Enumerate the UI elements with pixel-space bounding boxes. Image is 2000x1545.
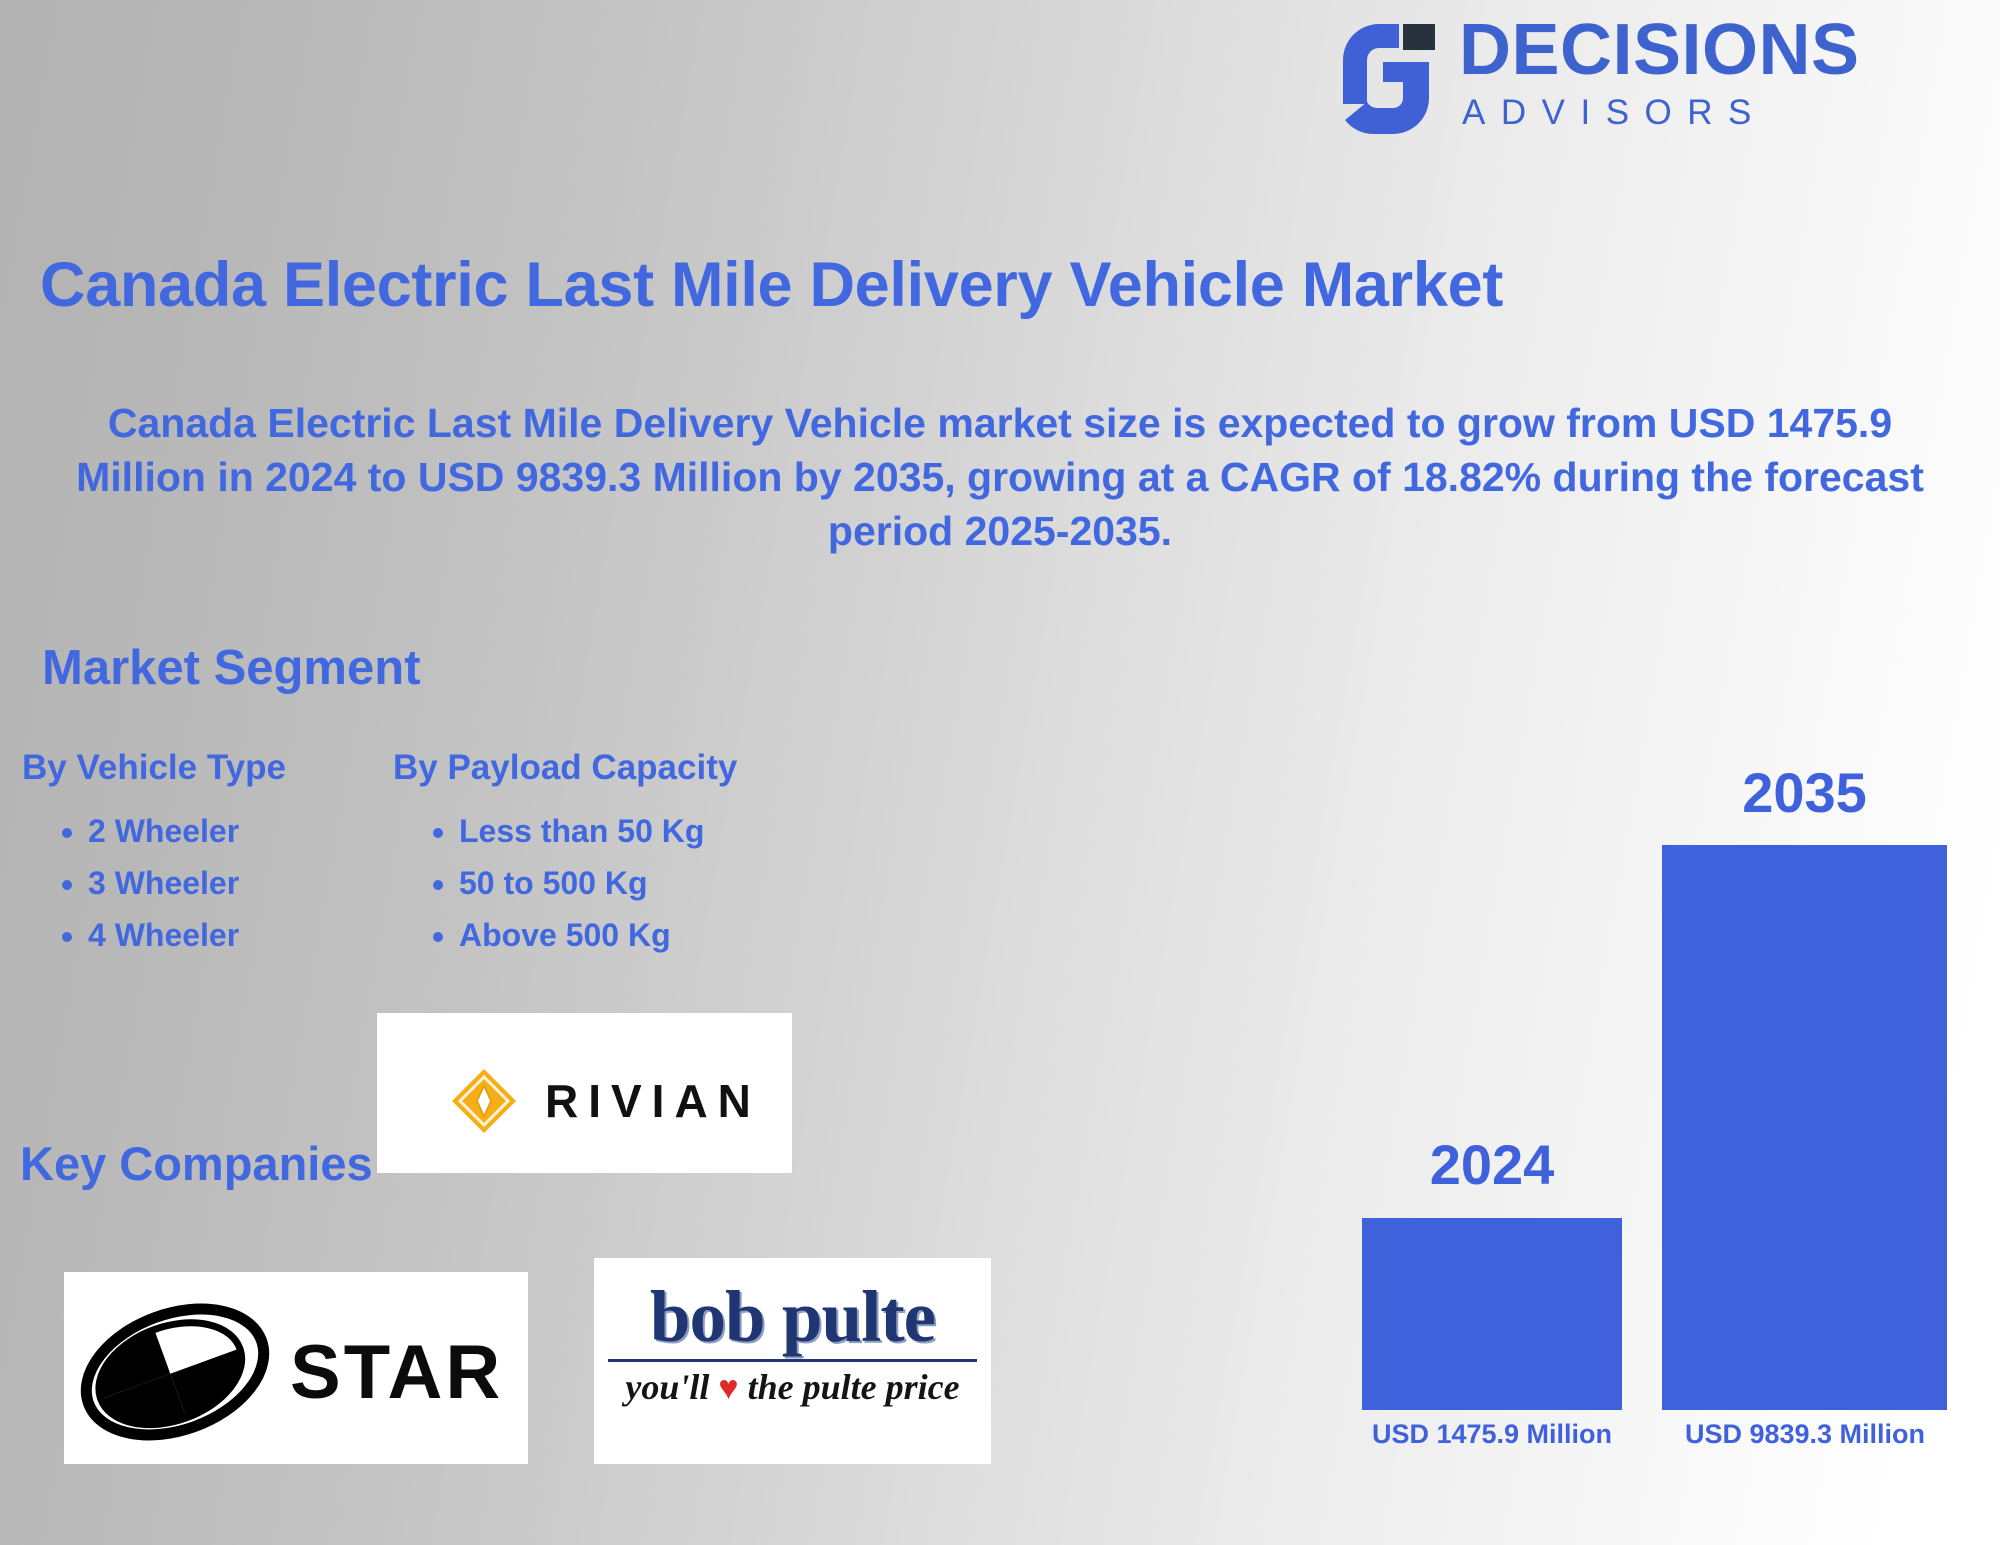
list-item: Less than 50 Kg [459, 810, 737, 853]
tagline-suffix: the pulte price [747, 1367, 960, 1407]
bar-2024 [1362, 1218, 1622, 1410]
bar-value-label-2035: USD 9839.3 Million [1684, 1419, 1926, 1449]
market-summary-text: Canada Electric Last Mile Delivery Vehic… [76, 400, 1924, 555]
bar-year-label-2035: 2035 [1742, 761, 1867, 824]
rivian-wordmark: RIVIAN [545, 1075, 761, 1127]
bar-year-label-2024: 2024 [1429, 1133, 1555, 1196]
market-segment-heading: Market Segment [42, 641, 421, 695]
rivian-diamond-icon [451, 1068, 517, 1134]
segment-heading: By Payload Capacity [393, 748, 738, 787]
bar-value-label-2024: USD 1475.9 Million [1371, 1419, 1613, 1449]
brand-wordmark: DECISIONS ADVISORS [1459, 14, 1860, 130]
brand-logo: DECISIONS ADVISORS [1333, 14, 1860, 138]
key-companies-heading: Key Companies [20, 1137, 373, 1190]
company-logo-bob-pulte: bob pulte you'll ♥ the pulte price [594, 1258, 991, 1464]
list-item: 3 Wheeler [88, 862, 286, 905]
divider [608, 1359, 977, 1362]
heart-icon: ♥ [718, 1370, 739, 1407]
bob-pulte-wordmark: bob pulte [649, 1276, 936, 1357]
star-ellipse-icon [78, 1300, 272, 1444]
star-wordmark: STAR [290, 1329, 504, 1415]
decisions-advisors-logomark [1333, 20, 1437, 138]
segment-list: 2 Wheeler 3 Wheeler 4 Wheeler [22, 810, 286, 958]
list-item: 4 Wheeler [88, 914, 286, 957]
brand-name: DECISIONS [1459, 10, 1860, 90]
list-item: 50 to 500 Kg [459, 862, 737, 905]
page-title: Canada Electric Last Mile Delivery Vehic… [40, 250, 1504, 320]
segment-heading: By Vehicle Type [22, 748, 286, 787]
list-item: 2 Wheeler [88, 810, 286, 853]
segment-column-payload-capacity: By Payload Capacity Less than 50 Kg 50 t… [393, 748, 737, 967]
bob-pulte-tagline: you'll ♥ the pulte price [594, 1366, 991, 1408]
tagline-prefix: you'll [625, 1367, 710, 1407]
segment-column-vehicle-type: By Vehicle Type 2 Wheeler 3 Wheeler 4 Wh… [22, 748, 286, 967]
company-logo-star: STAR [64, 1272, 528, 1464]
list-item: Above 500 Kg [459, 914, 737, 957]
brand-tagline: ADVISORS [1462, 93, 1767, 132]
company-logo-rivian: RIVIAN [377, 1013, 792, 1173]
bar-2035 [1662, 845, 1947, 1410]
segment-list: Less than 50 Kg 50 to 500 Kg Above 500 K… [393, 810, 737, 958]
